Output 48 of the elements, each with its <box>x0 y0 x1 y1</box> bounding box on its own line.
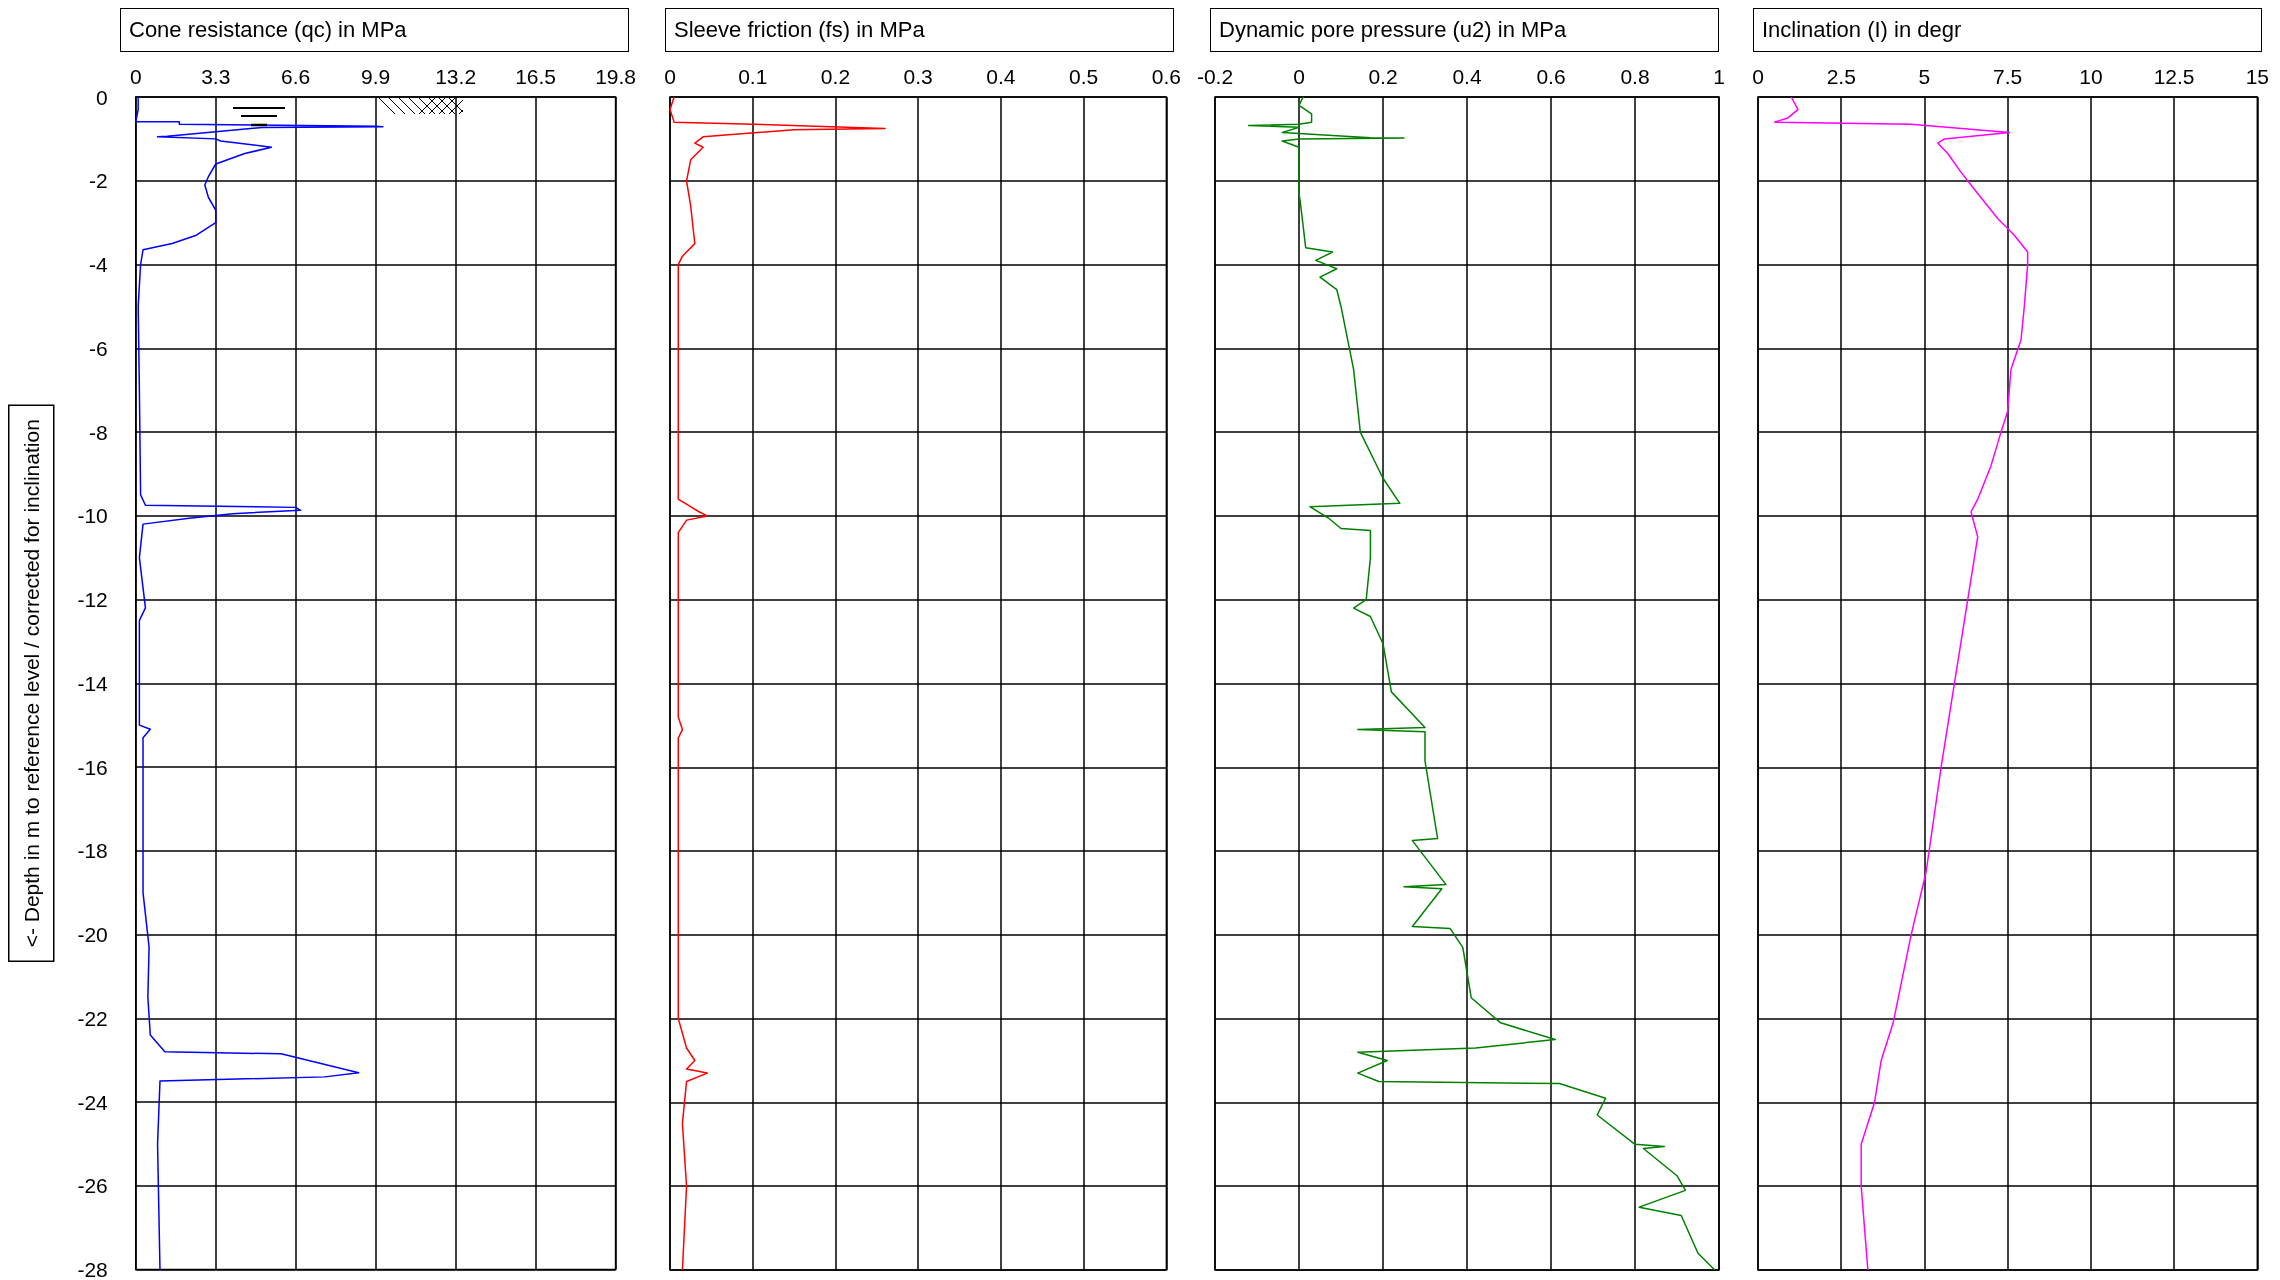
x-tick-label: 15 <box>2245 65 2269 88</box>
x-tick-label: 0.4 <box>986 65 1016 88</box>
x-tick-label: 0.4 <box>1452 65 1482 88</box>
x-tick-label: 0.6 <box>1151 65 1182 88</box>
y-tick-label: -26 <box>77 1174 108 1198</box>
x-tick-label: 5 <box>1918 65 1931 88</box>
x-tick-label: 0.5 <box>1069 65 1099 88</box>
x-tick-label: 0 <box>129 65 142 88</box>
chart-title: Inclination (I) in degr <box>1753 8 2262 52</box>
x-tick-label: 6.6 <box>281 65 311 88</box>
x-tick-label: 2.5 <box>1826 65 1856 88</box>
y-tick-label: -18 <box>77 839 108 863</box>
y-tick-label: 0 <box>96 85 108 109</box>
y-tick-label: -10 <box>77 504 108 528</box>
x-tick-label: 10 <box>2079 65 2103 88</box>
x-tick-label: 7.5 <box>1993 65 2023 88</box>
chart-title: Sleeve friction (fs) in MPa <box>665 8 1174 52</box>
chart-title: Dynamic pore pressure (u2) in MPa <box>1210 8 1719 52</box>
y-tick-label: -24 <box>77 1090 109 1114</box>
y-tick-label: -12 <box>77 588 108 611</box>
x-tick-label: 16.5 <box>515 65 557 88</box>
y-tick-label: -28 <box>77 1258 108 1280</box>
y-tick-label: -4 <box>89 253 109 276</box>
x-tick-label: 0 <box>1293 65 1305 88</box>
x-tick-label: 0 <box>664 65 676 88</box>
x-tick-label: 0.1 <box>738 65 768 88</box>
x-tick-label: 1 <box>1713 65 1725 88</box>
x-tick-label: 0.2 <box>820 65 851 88</box>
y-tick-label: -20 <box>77 923 108 946</box>
y-tick-label: -14 <box>77 671 109 695</box>
x-tick-label: 0.3 <box>903 65 933 88</box>
y-tick-label: -22 <box>77 1006 108 1030</box>
x-tick-label: 0.2 <box>1368 65 1398 88</box>
x-tick-label: 9.9 <box>361 65 391 88</box>
x-tick-label: 0.6 <box>1536 65 1566 88</box>
x-tick-label: 19.8 <box>595 65 636 88</box>
y-tick-label: -16 <box>77 755 108 779</box>
y-axis-title: <- Depth in m to reference level / corrected for inclination <box>19 419 43 948</box>
y-tick-label: -6 <box>89 336 108 360</box>
y-tick-label: -8 <box>89 420 108 444</box>
chart-title: Cone resistance (qc) in MPa <box>120 8 629 52</box>
x-tick-label: -0.2 <box>1196 65 1234 88</box>
x-tick-label: 0 <box>1752 65 1764 88</box>
y-tick-label: -2 <box>89 169 108 193</box>
x-tick-label: 12.5 <box>2153 65 2195 88</box>
x-tick-label: 13.2 <box>435 65 477 88</box>
x-tick-label: 3.3 <box>201 65 231 88</box>
x-tick-label: 0.8 <box>1620 65 1650 88</box>
